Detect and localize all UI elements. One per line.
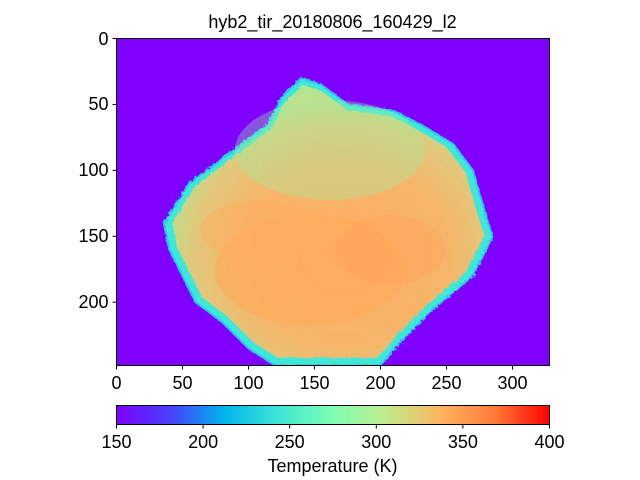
colorbar-tick-label: 200 bbox=[188, 431, 219, 452]
figure-title: hyb2_tir_20180806_160429_l2 bbox=[208, 12, 457, 32]
cool-region-north bbox=[235, 100, 425, 200]
colorbar-tick-label: 300 bbox=[361, 431, 392, 452]
x-axis-ticks bbox=[116, 365, 514, 370]
y-tick-label: 50 bbox=[88, 94, 109, 115]
y-tick-label: 0 bbox=[98, 28, 109, 49]
y-tick-label: 100 bbox=[78, 160, 109, 181]
colorbar-tick-label: 250 bbox=[274, 431, 305, 452]
colorbar-label: Temperature (K) bbox=[267, 456, 398, 476]
x-tick-label: 250 bbox=[431, 372, 462, 393]
colorbar-tick-label: 400 bbox=[534, 431, 565, 452]
warm-region-south bbox=[215, 215, 405, 325]
x-tick-label: 100 bbox=[233, 372, 264, 393]
colorbar bbox=[116, 405, 550, 425]
y-axis-ticks bbox=[112, 38, 117, 303]
colorbar-tick-label: 350 bbox=[447, 431, 478, 452]
image-axes-frame bbox=[116, 38, 550, 366]
colorbar-ticks bbox=[116, 424, 550, 429]
x-tick-label: 300 bbox=[497, 372, 528, 393]
asteroid-image bbox=[162, 76, 494, 366]
x-tick-label: 0 bbox=[111, 372, 122, 393]
warm-region-west bbox=[200, 200, 320, 260]
y-tick-label: 200 bbox=[78, 292, 109, 313]
x-tick-label: 50 bbox=[172, 372, 193, 393]
y-tick-label: 150 bbox=[78, 226, 109, 247]
warm-region-east bbox=[335, 215, 445, 285]
x-tick-label: 200 bbox=[365, 372, 396, 393]
x-tick-label: 150 bbox=[299, 372, 330, 393]
colorbar-tick-label: 150 bbox=[101, 431, 132, 452]
